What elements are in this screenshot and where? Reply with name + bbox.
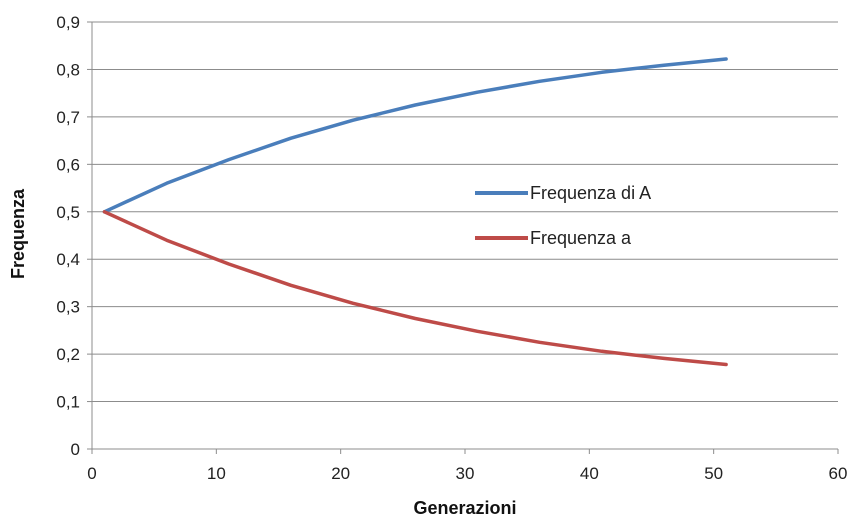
y-tick-label: 0,4	[56, 250, 80, 269]
series-line-1	[102, 210, 728, 367]
series-lines	[102, 57, 728, 367]
x-axis-title: Generazioni	[413, 498, 516, 518]
x-tick-label: 30	[456, 464, 475, 483]
legend: Frequenza di A Frequenza a	[475, 183, 651, 248]
y-tick-labels: 0 0,1 0,2 0,3 0,4 0,5 0,6 0,7 0,8 0,9	[56, 13, 80, 459]
y-tick-label: 0,5	[56, 203, 80, 222]
x-tick-labels: 0 10 20 30 40 50 60	[87, 464, 847, 483]
y-tick-label: 0,3	[56, 298, 80, 317]
legend-label-1: Frequenza a	[530, 228, 632, 248]
x-tick-label: 40	[580, 464, 599, 483]
y-tick-label: 0,6	[56, 155, 80, 174]
legend-label-0: Frequenza di A	[530, 183, 651, 203]
x-tick-label: 0	[87, 464, 96, 483]
y-tick-label: 0,8	[56, 60, 80, 79]
y-tick-label: 0	[71, 440, 80, 459]
y-axis-title: Frequenza	[8, 188, 28, 279]
gridlines	[92, 21, 838, 403]
y-tick-label: 0,9	[56, 13, 80, 32]
y-tick-label: 0,2	[56, 345, 80, 364]
x-tick-label: 50	[704, 464, 723, 483]
x-tick-label: 20	[331, 464, 350, 483]
x-tick-label: 60	[829, 464, 848, 483]
axes	[87, 21, 839, 454]
series-line-0	[102, 57, 728, 214]
x-tick-label: 10	[207, 464, 226, 483]
y-tick-label: 0,7	[56, 108, 80, 127]
y-tick-label: 0,1	[56, 393, 80, 412]
